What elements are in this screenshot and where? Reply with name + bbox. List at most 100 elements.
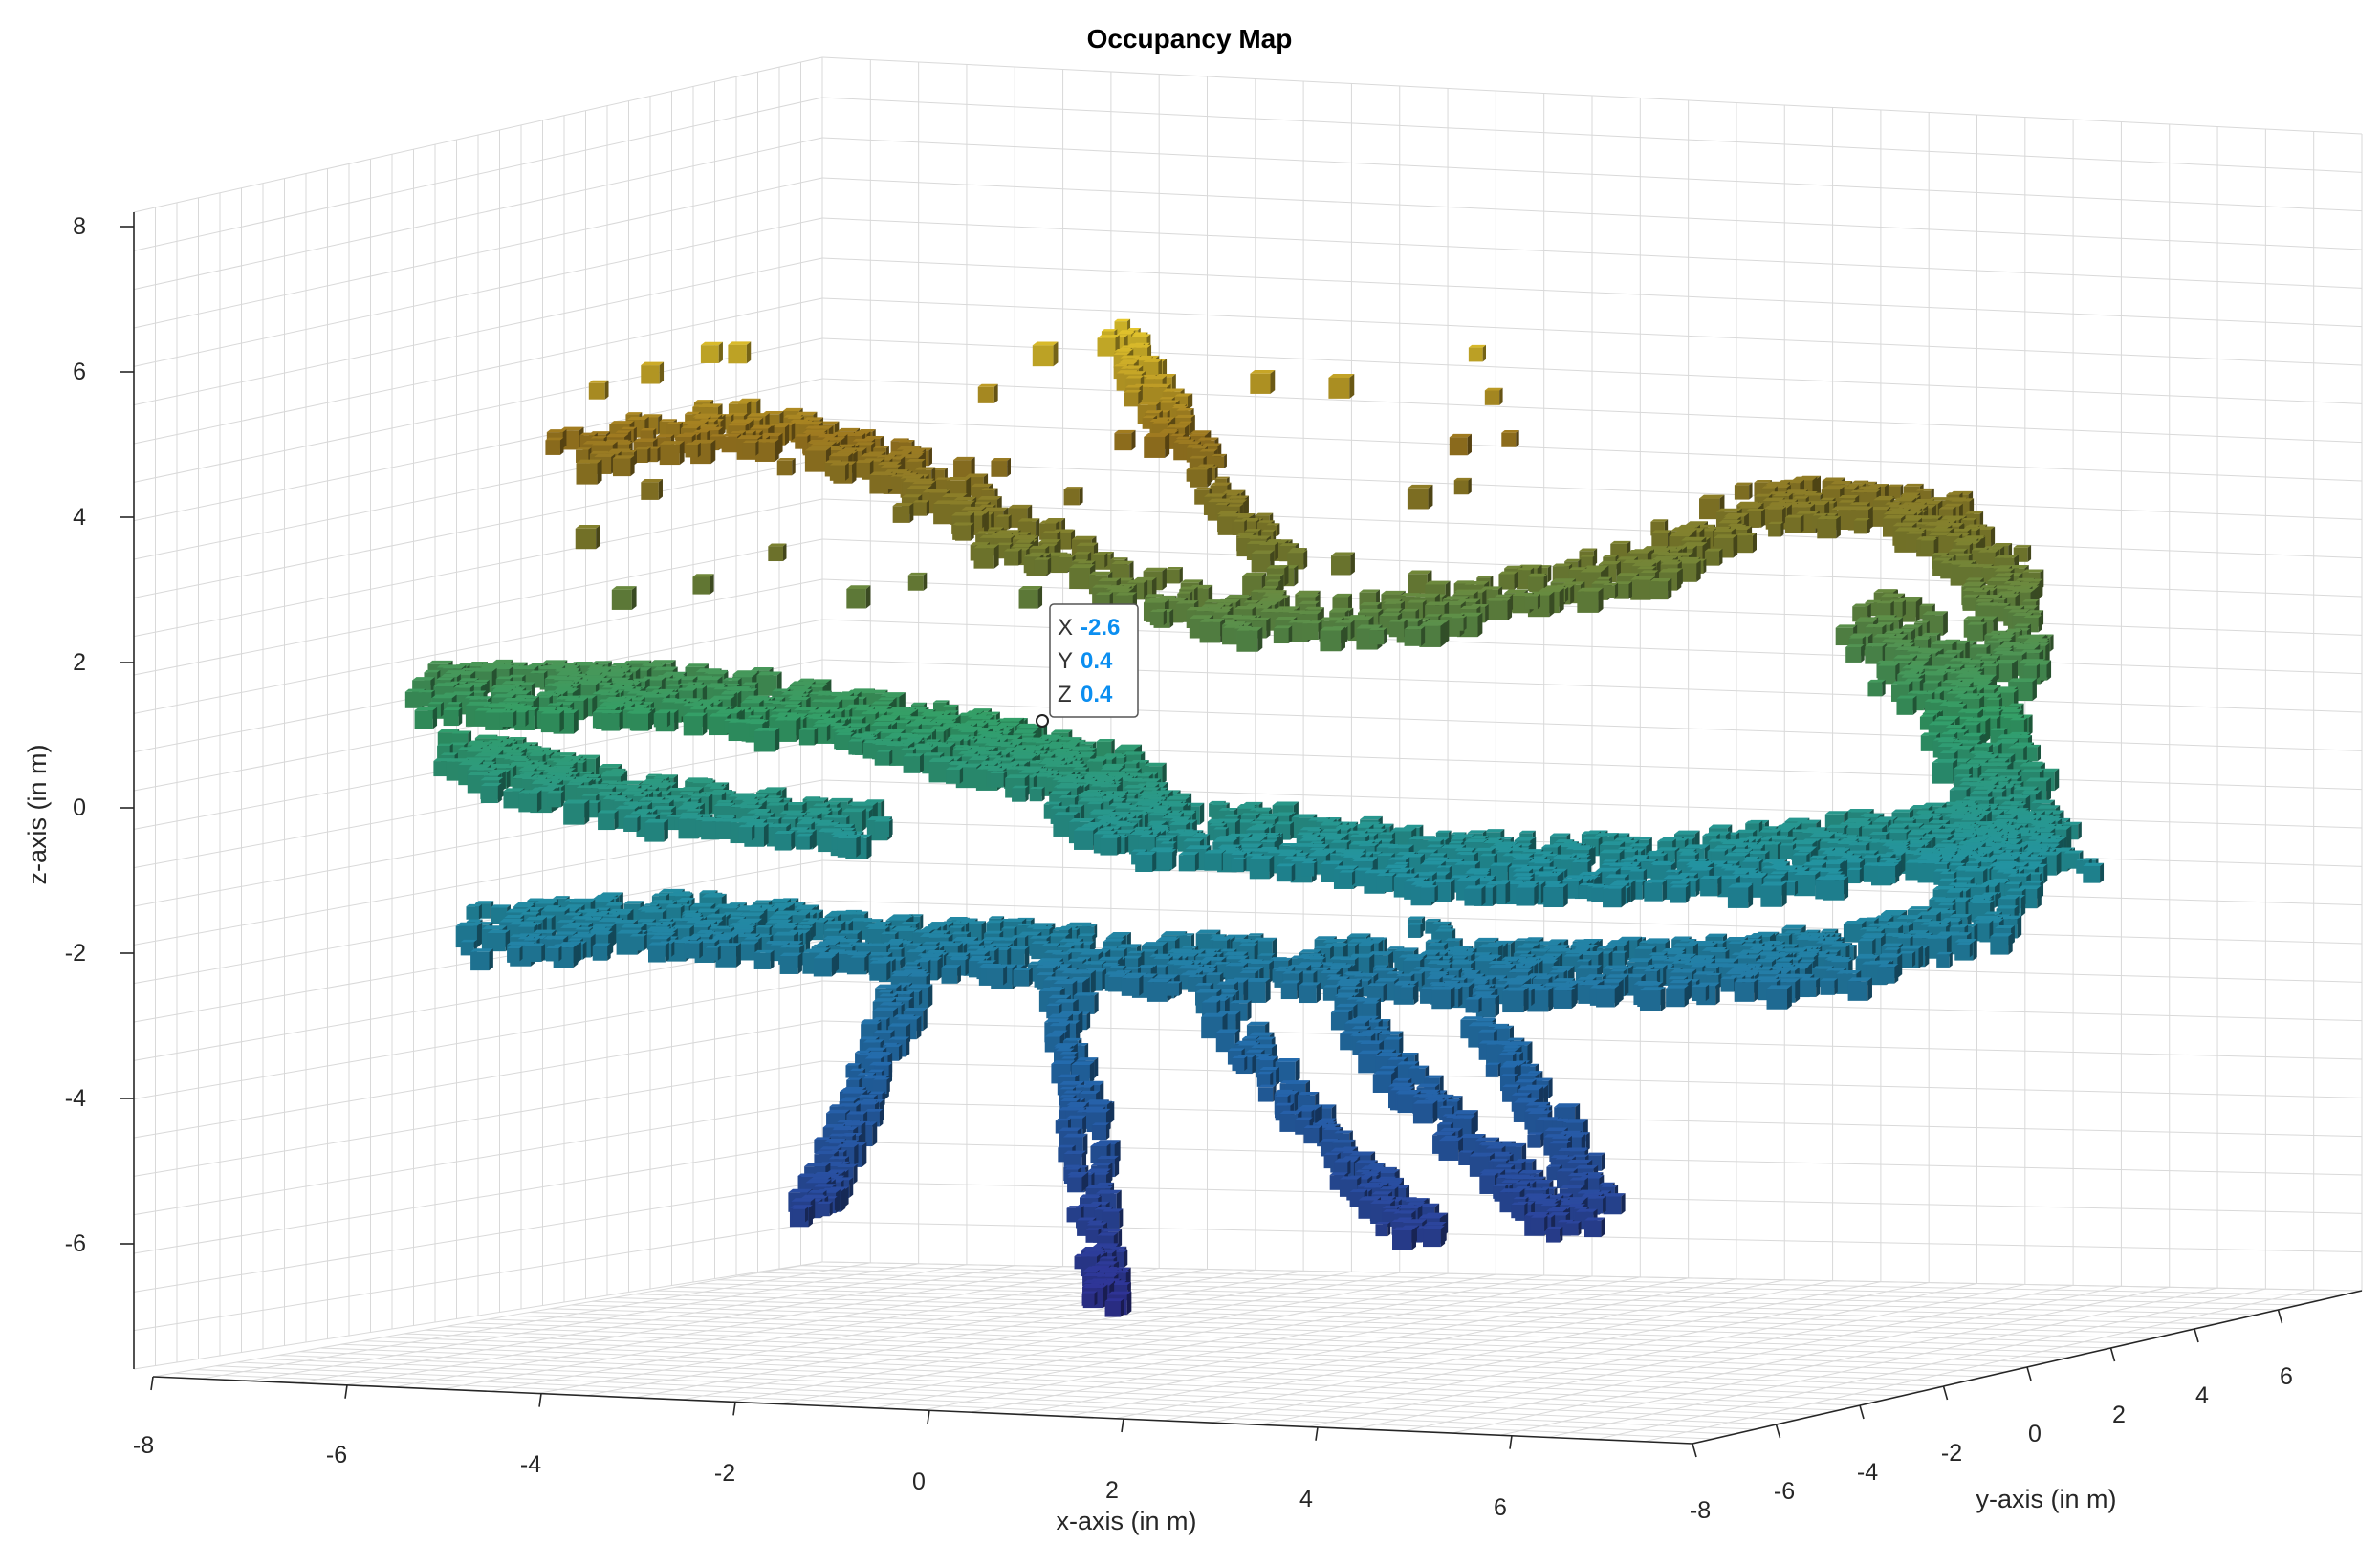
voxel xyxy=(623,815,641,832)
voxel xyxy=(946,767,964,784)
voxel xyxy=(1091,1122,1110,1141)
voxel xyxy=(798,727,819,746)
voxel xyxy=(1846,867,1863,882)
voxel xyxy=(1468,344,1487,362)
voxel xyxy=(685,442,701,458)
voxel xyxy=(892,502,914,523)
grid-line xyxy=(1163,1280,1833,1422)
y-tick-label: 4 xyxy=(2195,1382,2209,1409)
voxel xyxy=(1166,981,1182,996)
voxel xyxy=(1867,679,1886,697)
x-tick-label: -4 xyxy=(520,1451,541,1478)
voxel xyxy=(1124,389,1142,407)
voxel xyxy=(1376,873,1397,892)
datatip[interactable]: X -2.6 Y 0.4 Z 0.4 xyxy=(1036,603,1139,728)
voxel xyxy=(1823,876,1849,901)
grid-line xyxy=(675,1286,2216,1325)
voxel xyxy=(540,709,564,733)
datatip-z-key: Z xyxy=(1058,682,1072,707)
x-tick-label: -6 xyxy=(326,1442,347,1468)
grid-line xyxy=(1452,1285,2122,1434)
voxel xyxy=(1301,620,1322,641)
voxel xyxy=(1063,487,1083,506)
voxel xyxy=(977,383,998,403)
y-tick xyxy=(1692,1443,1697,1458)
y-axis-label: y-axis (in m) xyxy=(1976,1485,2117,1513)
voxel xyxy=(1768,521,1784,537)
voxel xyxy=(1081,1291,1098,1306)
grid-line xyxy=(1355,1283,2025,1430)
grid-line xyxy=(801,1265,2342,1296)
voxel xyxy=(1249,855,1275,880)
grid-panes xyxy=(133,56,2363,1445)
voxel xyxy=(518,790,542,813)
voxel xyxy=(1516,884,1539,906)
voxel xyxy=(2010,717,2028,735)
voxel xyxy=(1691,984,1710,1002)
y-tick xyxy=(1942,1385,1949,1401)
voxel xyxy=(738,824,755,841)
voxel xyxy=(1276,863,1296,882)
voxel xyxy=(742,440,759,456)
voxel xyxy=(1280,980,1301,1000)
voxel xyxy=(1328,373,1355,399)
voxel xyxy=(1362,1001,1380,1018)
y-tick xyxy=(2109,1347,2116,1362)
voxel xyxy=(2023,663,2040,680)
voxel xyxy=(1331,552,1355,576)
voxel xyxy=(705,946,721,961)
grid-line xyxy=(613,1297,2153,1339)
voxel xyxy=(1303,1125,1323,1144)
voxel xyxy=(1649,578,1672,600)
z-tick-label: -6 xyxy=(65,1230,86,1257)
voxel xyxy=(754,439,779,462)
voxel xyxy=(1233,519,1247,533)
y-tick-label: -4 xyxy=(1857,1459,1878,1486)
voxel xyxy=(753,727,780,752)
voxel xyxy=(613,455,635,477)
z-tick-label: -2 xyxy=(65,940,86,967)
y-tick-label: 2 xyxy=(2112,1402,2126,1428)
voxel xyxy=(1920,538,1937,555)
grid-line xyxy=(1115,1279,1785,1420)
voxel xyxy=(1250,369,1276,394)
voxel xyxy=(1956,942,1973,958)
voxel xyxy=(1404,626,1426,646)
grid-line xyxy=(1018,1277,1689,1415)
voxel xyxy=(973,544,999,569)
voxel xyxy=(470,948,493,971)
voxel xyxy=(575,524,600,550)
voxel xyxy=(1877,862,1900,884)
z-tick-label: 0 xyxy=(73,794,86,821)
voxel xyxy=(644,818,668,842)
voxel xyxy=(1034,557,1052,575)
voxel xyxy=(846,585,871,609)
voxel xyxy=(1408,923,1424,938)
y-tick xyxy=(1859,1404,1865,1420)
voxel xyxy=(1004,548,1022,566)
x-tick xyxy=(1509,1435,1513,1449)
voxel xyxy=(941,965,961,984)
voxel xyxy=(592,943,611,961)
voxel xyxy=(1527,1132,1544,1148)
datatip-x-key: X xyxy=(1058,615,1073,641)
voxel xyxy=(1602,582,1619,598)
y-tick xyxy=(2026,1366,2032,1381)
voxel xyxy=(1501,430,1519,447)
x-axis-label: x-axis (in m) xyxy=(1057,1507,1197,1535)
voxel xyxy=(953,456,975,478)
voxel xyxy=(1144,433,1170,458)
grid-line xyxy=(971,1276,1641,1413)
grid-line xyxy=(1644,1289,2314,1443)
voxel xyxy=(1018,586,1043,609)
voxel xyxy=(1135,851,1157,872)
x-tick xyxy=(732,1402,736,1416)
voxel xyxy=(1670,884,1690,903)
voxel xyxy=(1464,885,1486,906)
voxel xyxy=(907,572,928,591)
voxel xyxy=(2083,862,2105,883)
voxel xyxy=(1485,1062,1501,1077)
voxel xyxy=(876,750,893,766)
grid-line xyxy=(1307,1283,1977,1427)
